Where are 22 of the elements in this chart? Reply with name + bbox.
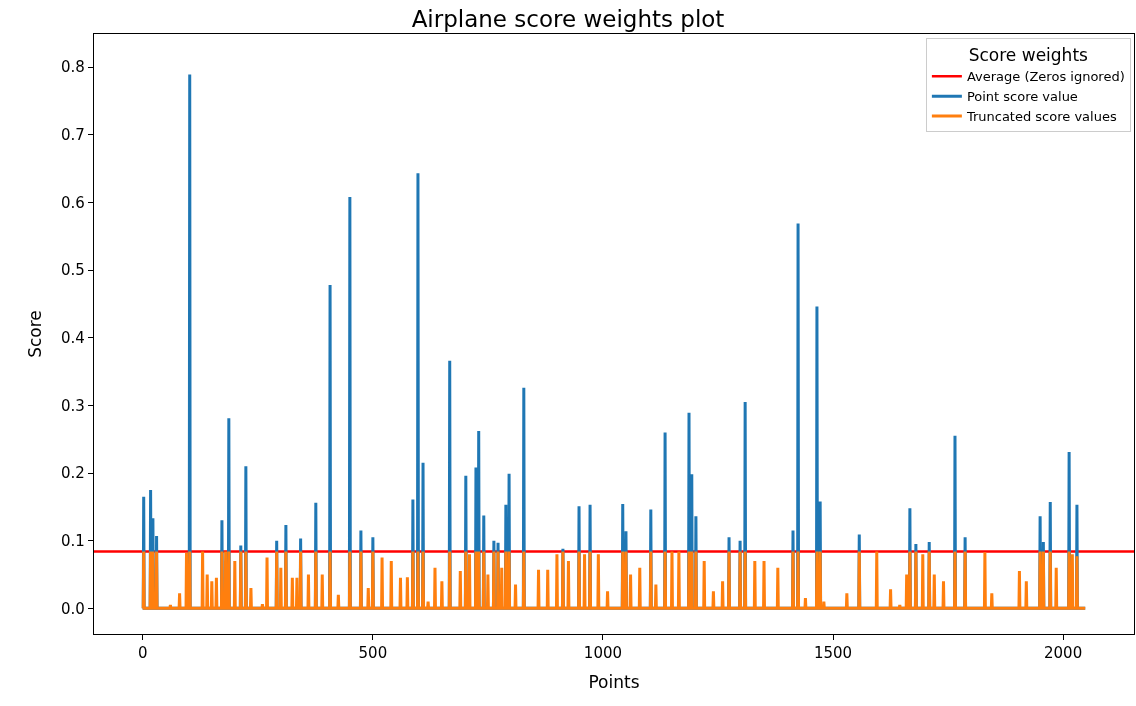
x-tick-label: 2000: [1044, 644, 1083, 663]
y-tick-label: 0.2: [61, 464, 85, 483]
line-series: [141, 549, 1087, 610]
x-tick-label: 1500: [813, 644, 853, 663]
legend-title: Score weights: [968, 45, 1089, 66]
y-tick-label: 0.1: [61, 531, 85, 550]
y-tick-label: 0.4: [61, 328, 85, 347]
y-axis-title: Score: [24, 310, 45, 358]
y-tick-label: 0.5: [61, 261, 85, 280]
x-axis-title: Points: [588, 672, 640, 693]
x-tick-label: 500: [358, 644, 388, 663]
y-tick-label: 0.6: [61, 193, 85, 212]
x-tick-label: 1000: [583, 644, 623, 663]
y-tick-label: 0.7: [61, 126, 85, 145]
y-tick-label: 0.0: [61, 599, 85, 618]
chart-title: Airplane score weights plot: [411, 5, 725, 32]
legend-label: Point score value: [966, 89, 1078, 105]
legend-label: Truncated score values: [965, 109, 1117, 125]
y-tick-label: 0.3: [61, 396, 85, 415]
x-tick-label: 0: [138, 644, 148, 663]
y-tick-label: 0.8: [61, 58, 85, 77]
legend-label: Average (Zeros ignored): [966, 69, 1125, 85]
